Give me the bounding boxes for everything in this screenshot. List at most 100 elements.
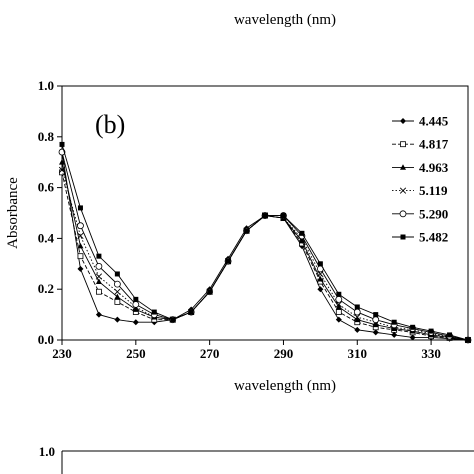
data-point — [77, 205, 83, 211]
y-tick-label: 0.6 — [38, 180, 55, 195]
data-point — [132, 306, 139, 312]
data-point — [335, 295, 343, 303]
data-point — [372, 321, 379, 328]
data-point — [335, 316, 342, 323]
data-point — [132, 301, 140, 308]
legend-label: 4.963 — [419, 160, 449, 175]
x-axis: 230 250 270 290 310 330 — [52, 340, 441, 361]
data-point — [114, 298, 121, 305]
legend-marker — [400, 234, 406, 240]
data-point — [317, 286, 324, 293]
x-tick-label: 230 — [52, 346, 72, 361]
legend-label: 5.119 — [419, 183, 448, 198]
data-point — [409, 334, 416, 341]
series-5.290 — [58, 148, 472, 344]
series-4.963 — [59, 159, 471, 343]
legend-label: 4.445 — [419, 114, 449, 129]
legend-marker — [399, 210, 407, 218]
x-tick-label: 290 — [274, 346, 294, 361]
data-point — [77, 253, 84, 260]
data-point — [114, 316, 121, 323]
data-point — [354, 326, 361, 333]
series-line — [61, 162, 469, 341]
data-point — [77, 222, 84, 230]
y-tick-label: 0.0 — [38, 332, 54, 347]
y-tick-label: 1.0 — [38, 78, 54, 93]
series-4.817 — [59, 169, 471, 343]
data-point — [354, 314, 361, 321]
y-tick-label: 0.4 — [38, 230, 55, 245]
data-point — [317, 275, 324, 282]
data-point — [114, 271, 120, 277]
data-point — [317, 261, 323, 267]
data-point — [95, 311, 102, 318]
series-5.119 — [58, 166, 472, 344]
data-point — [170, 317, 176, 323]
data-point — [354, 304, 360, 310]
data-point — [410, 324, 416, 330]
data-point — [335, 301, 342, 308]
y-axis: 0.0 0.2 0.4 0.6 0.8 1.0 — [38, 78, 62, 347]
legend-label: 5.290 — [419, 206, 448, 221]
top-panel-xlabel: wavelength (nm) — [234, 12, 336, 28]
data-point — [77, 232, 84, 239]
data-point — [428, 328, 434, 334]
plot-frame — [61, 85, 469, 341]
series-4.445 — [59, 149, 471, 343]
panel-label: (b) — [95, 110, 125, 139]
series-line — [61, 172, 469, 341]
data-point — [244, 228, 250, 234]
data-point — [373, 312, 379, 318]
x-axis-title: wavelength (nm) — [234, 378, 336, 394]
data-point — [299, 230, 305, 236]
data-point — [59, 141, 65, 147]
legend-label: 4.817 — [419, 137, 449, 152]
data-point — [151, 309, 157, 315]
legend-label: 5.482 — [419, 230, 448, 245]
series-line — [61, 144, 469, 341]
series-layer — [58, 141, 472, 344]
y-tick-label: 0.2 — [38, 281, 54, 296]
legend-marker — [399, 187, 407, 194]
data-point — [391, 331, 398, 338]
bottom-panel-fragment: 1.0 — [39, 444, 474, 474]
x-tick-label: 330 — [421, 346, 441, 361]
legend-marker — [400, 141, 406, 148]
data-point — [335, 303, 342, 310]
data-point — [391, 319, 397, 325]
data-point — [354, 316, 361, 323]
series-line — [61, 169, 469, 341]
x-tick-label: 250 — [126, 346, 146, 361]
data-point — [447, 332, 453, 338]
top-panel-fragment: wavelength (nm) — [234, 12, 336, 28]
data-point — [95, 262, 103, 270]
data-point — [95, 273, 103, 280]
data-point — [132, 319, 139, 326]
data-point — [335, 309, 342, 315]
chart-panel-b: 0.0 0.2 0.4 0.6 0.8 1.0 230 250 270 290 310 330 Ab… — [5, 78, 472, 394]
data-point — [353, 308, 361, 316]
legend-marker — [400, 118, 406, 124]
series-line — [61, 151, 469, 341]
data-point — [58, 166, 66, 173]
data-point — [96, 288, 102, 295]
legend: 4.445 4.817 4.963 5.119 5.290 5.482 — [392, 114, 449, 245]
x-tick-label: 310 — [348, 346, 368, 361]
data-point — [188, 309, 194, 315]
data-point — [262, 213, 268, 219]
data-point — [336, 291, 342, 297]
y-tick-label: 0.8 — [38, 129, 55, 144]
data-point — [280, 213, 286, 219]
data-point — [95, 278, 102, 284]
y-axis-title: Absorbance — [5, 177, 21, 249]
data-point — [114, 288, 121, 295]
series-5.482 — [59, 141, 471, 343]
data-point — [207, 289, 213, 295]
data-point — [391, 325, 398, 331]
data-point — [77, 242, 84, 249]
data-point — [372, 329, 379, 336]
data-point — [77, 265, 84, 272]
data-point — [114, 293, 121, 300]
data-point — [372, 316, 380, 324]
